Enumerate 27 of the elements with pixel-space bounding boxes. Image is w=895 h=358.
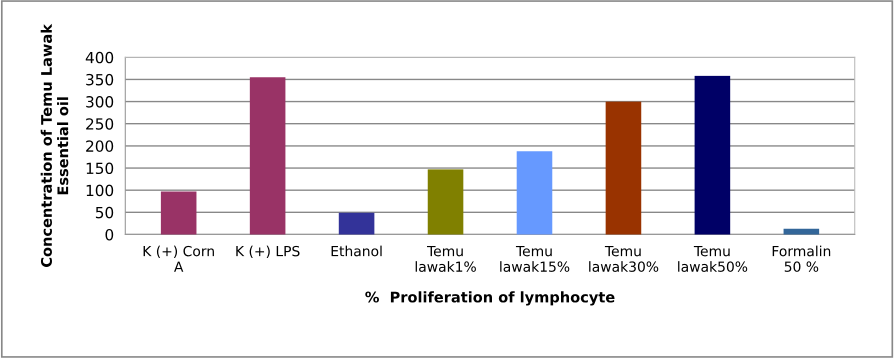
y-tick-label: 100 — [86, 184, 114, 196]
x-tick-label: Ethanol — [332, 246, 382, 256]
y-tick-label: 150 — [86, 162, 114, 174]
bar — [516, 151, 552, 234]
x-tick-label: K (+) Corn A — [144, 246, 214, 272]
x-tick-label: Temu lawak30% — [589, 246, 658, 272]
x-tick-label: Temu lawak15% — [500, 246, 570, 272]
x-tick-label: Formalin 50 % — [772, 246, 830, 272]
y-tick-label: 250 — [86, 118, 114, 130]
bar — [606, 102, 642, 234]
y-tick-label: 200 — [86, 140, 114, 152]
y-tick-label: 50 — [96, 206, 114, 218]
y-tick-label: 0 — [105, 228, 114, 241]
x-tick-label: K (+) LPS — [236, 246, 300, 258]
x-tick-label: Temu lawak50% — [678, 246, 748, 272]
bar — [428, 169, 464, 234]
y-tick-label: 400 — [86, 52, 114, 64]
bar — [338, 212, 374, 234]
y-axis-title: Concentration of Temu Lawak Essential oil — [40, 24, 68, 267]
y-tick-label: 350 — [86, 74, 114, 86]
bar — [694, 76, 730, 234]
bar — [160, 192, 196, 234]
bar — [784, 228, 820, 234]
bar — [250, 77, 286, 234]
x-tick-label: Temu lawak1% — [416, 246, 476, 272]
y-tick-label: 300 — [86, 96, 114, 108]
x-axis-title: % Proliferation of lymphocyte — [365, 291, 614, 306]
